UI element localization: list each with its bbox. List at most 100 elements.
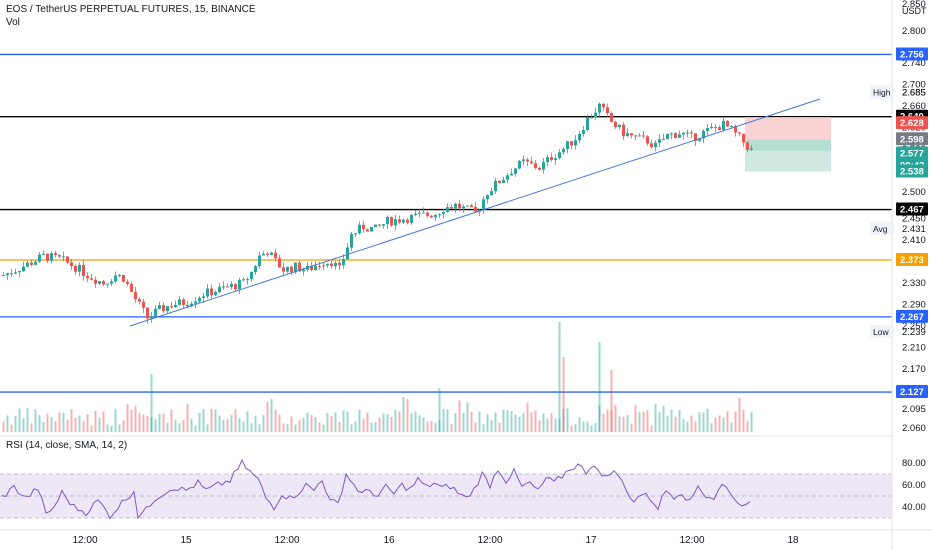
candle-body — [414, 213, 417, 215]
volume-bar — [346, 411, 349, 432]
volume-bar — [686, 421, 689, 432]
volume-bar — [626, 414, 629, 432]
volume-bar — [358, 409, 361, 432]
time-axis[interactable]: 12:00 15 12:00 16 12:00 17 12:00 18 — [72, 535, 799, 546]
volume-bar — [378, 417, 381, 432]
volume-bar — [138, 413, 141, 432]
candle-body — [390, 217, 393, 226]
candle-body — [298, 262, 301, 272]
candle-body — [562, 149, 565, 153]
volume-bar — [482, 424, 485, 432]
volume-bar — [46, 413, 49, 432]
volume-bar — [734, 411, 737, 432]
candle-body — [282, 267, 285, 272]
candle-body — [694, 133, 697, 141]
candle-body — [610, 113, 613, 122]
volume-bar — [670, 409, 673, 432]
candle-body — [538, 167, 541, 170]
volume-bar — [306, 412, 309, 432]
volume-bar — [342, 410, 345, 432]
entry-tag: 2.598 — [900, 134, 924, 145]
volume-bar — [370, 422, 373, 432]
horizontal-levels[interactable] — [0, 53, 892, 393]
candle-body — [146, 307, 149, 319]
volume-bar — [38, 415, 41, 432]
volume-bar — [466, 402, 469, 432]
candle-body — [118, 275, 121, 277]
volume-bar — [558, 322, 561, 432]
volume-bar — [554, 418, 557, 432]
candle-body — [162, 305, 165, 312]
candle-body — [734, 125, 737, 133]
volume-bar — [582, 421, 585, 432]
candle-body — [14, 272, 17, 274]
volume-bar — [718, 415, 721, 432]
candle-body — [250, 271, 253, 280]
candle-body — [402, 219, 405, 223]
candle-body — [570, 141, 573, 146]
price-tick-label: 2.800 — [902, 26, 926, 37]
price-axis[interactable]: USDT2.8502.8002.7402.7002.6852.6602.6202… — [902, 0, 927, 434]
volume-bar — [214, 409, 217, 432]
volume-bar — [574, 424, 577, 432]
candle-body — [106, 283, 109, 285]
rsi-axis[interactable]: 80.00 60.00 40.00 — [902, 458, 926, 513]
level-tag: 2.373 — [900, 255, 924, 266]
candle-body — [386, 217, 389, 225]
candle-body — [266, 253, 269, 255]
candle-body — [142, 301, 145, 308]
candle-body — [474, 207, 477, 212]
volume-bar — [6, 415, 9, 432]
candle-body — [234, 283, 237, 290]
volume-bar — [198, 412, 201, 432]
volume-bar — [474, 422, 477, 432]
volume-bar — [434, 422, 437, 432]
volume-bar — [586, 421, 589, 432]
volume-bar — [326, 412, 329, 432]
volume-bar — [410, 413, 413, 432]
volume-bar — [498, 422, 501, 432]
candle-body — [22, 266, 25, 272]
candle-body — [750, 148, 753, 150]
volume-bar — [494, 412, 497, 432]
position-zones[interactable] — [745, 117, 831, 172]
rsi-tick-label: 60.00 — [902, 480, 926, 491]
volume-bar — [90, 425, 93, 432]
candle-body — [138, 299, 141, 302]
candle-body — [726, 120, 729, 127]
candle-body — [658, 139, 661, 143]
candle-body — [218, 286, 221, 293]
volume-bar — [674, 416, 677, 432]
candle-body — [438, 213, 441, 215]
volume-bar — [126, 404, 129, 432]
price-tick-label: 2.700 — [902, 80, 926, 91]
volume-bar — [450, 423, 453, 432]
candle-body — [150, 316, 153, 319]
candle-body — [586, 117, 589, 131]
price-tick-label: 2.095 — [902, 404, 926, 415]
candle-body — [78, 264, 81, 272]
candle-body — [458, 203, 461, 209]
volume-bar — [246, 411, 249, 432]
volume-bar — [78, 415, 81, 432]
candle-body — [490, 191, 493, 196]
volume-bar — [350, 424, 353, 432]
volume-bar — [646, 410, 649, 432]
candle-body — [350, 233, 353, 248]
candle-body — [154, 308, 157, 317]
price-tick-label: 2.250 — [902, 321, 926, 332]
volume-bar — [254, 415, 257, 432]
candle-body — [6, 273, 9, 276]
rsi-band — [0, 473, 892, 519]
volume-bar — [122, 420, 125, 432]
trendline[interactable] — [129, 98, 821, 327]
candle-body — [50, 253, 53, 261]
candle-body — [346, 247, 349, 260]
candle-body — [58, 254, 61, 257]
candle-body — [38, 254, 41, 262]
low-label: Low — [873, 327, 889, 337]
time-tick-label: 18 — [787, 535, 799, 546]
candle-body — [102, 281, 105, 285]
level-tag-bg — [896, 309, 928, 323]
